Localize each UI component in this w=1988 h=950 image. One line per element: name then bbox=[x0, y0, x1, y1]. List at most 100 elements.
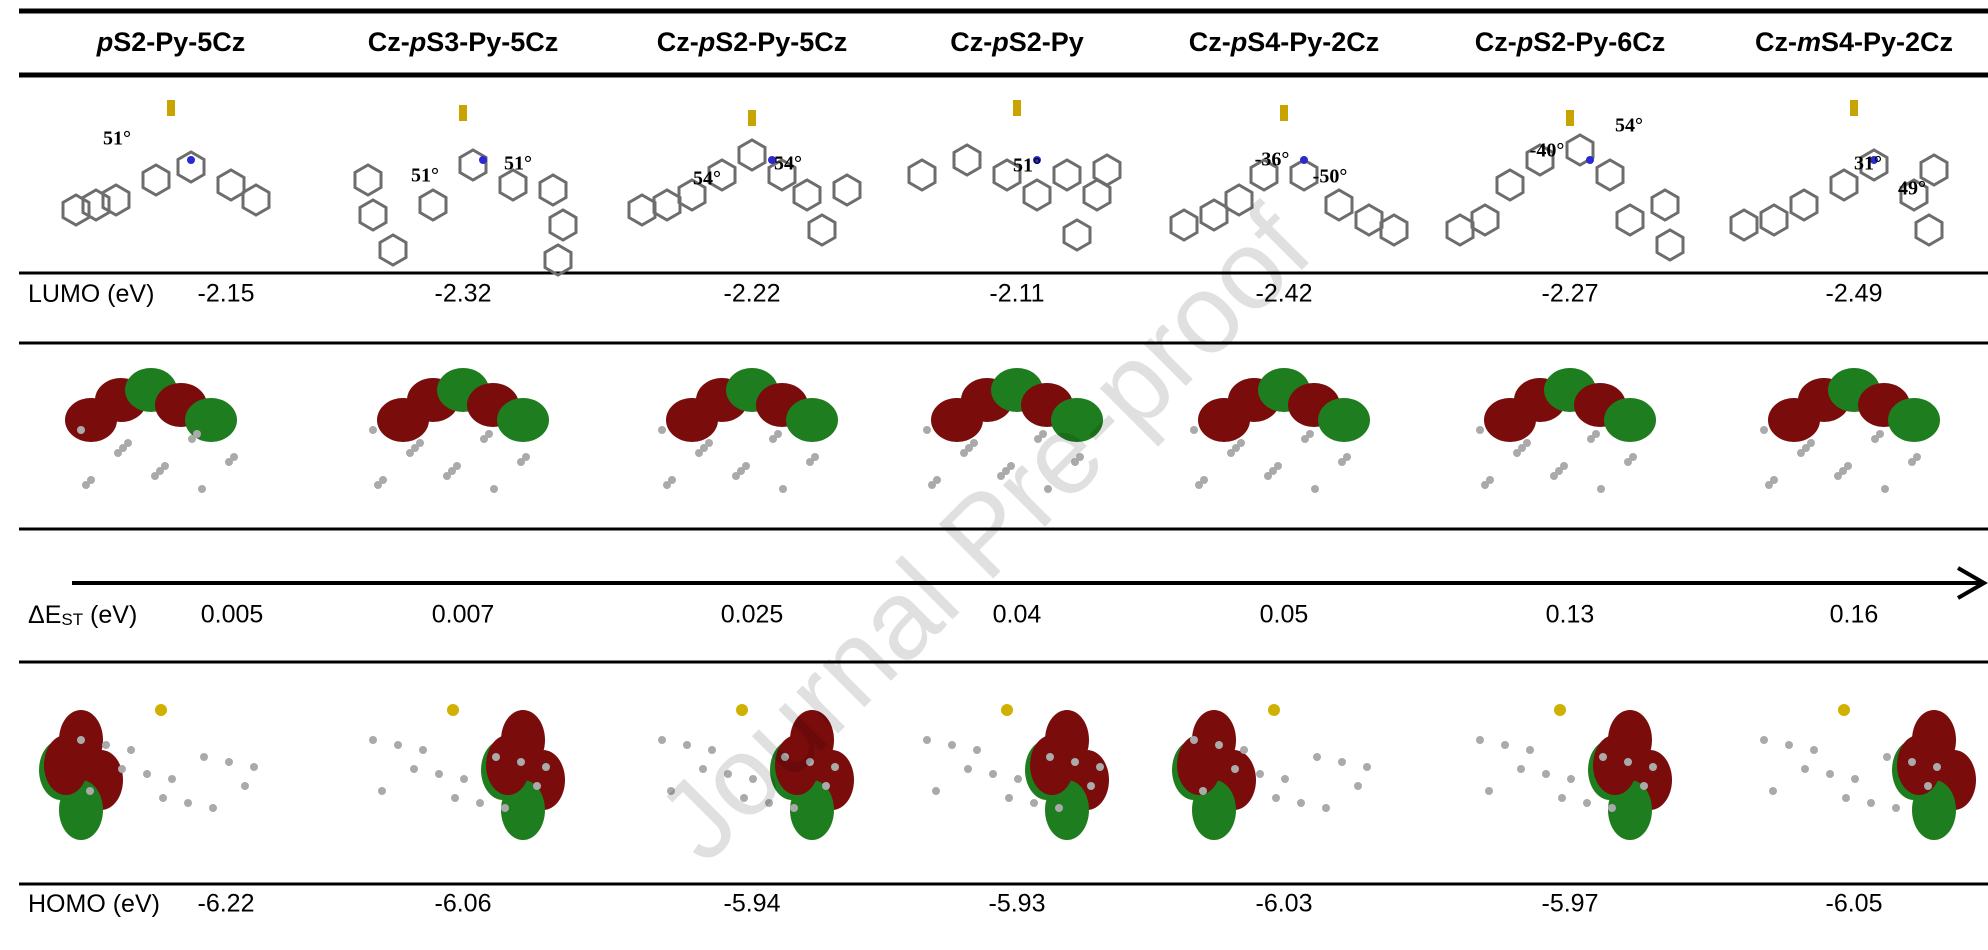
sulfonyl bbox=[167, 100, 175, 116]
molecule-ring bbox=[1054, 160, 1080, 190]
atom bbox=[1343, 453, 1351, 461]
atom bbox=[1071, 758, 1079, 766]
atom bbox=[394, 741, 402, 749]
row-value: 0.05 bbox=[1260, 601, 1309, 629]
dihedral-angle: 51° bbox=[1013, 155, 1041, 177]
atom bbox=[1810, 746, 1818, 754]
sulfur bbox=[1838, 704, 1850, 716]
nitrogen bbox=[187, 156, 195, 164]
atom bbox=[1624, 758, 1632, 766]
atom bbox=[1297, 799, 1305, 807]
dihedral-angle: 51° bbox=[411, 165, 439, 187]
atom bbox=[161, 462, 169, 470]
atom bbox=[1231, 765, 1239, 773]
molecule-ring bbox=[1497, 170, 1523, 200]
homo-orbital bbox=[369, 704, 565, 840]
molecule-ring bbox=[909, 160, 935, 190]
molecule-ring bbox=[420, 190, 446, 220]
molecule-ring bbox=[1356, 205, 1382, 235]
atom bbox=[1087, 782, 1095, 790]
atom bbox=[460, 775, 468, 783]
atom bbox=[492, 753, 500, 761]
molecule-structure bbox=[629, 110, 860, 245]
atom bbox=[198, 485, 206, 493]
atom bbox=[501, 804, 509, 812]
header-part: Cz- bbox=[1755, 27, 1797, 57]
atom bbox=[1199, 787, 1207, 795]
atom bbox=[209, 804, 217, 812]
column-header: Cz-mS4-Py-2Cz bbox=[1755, 27, 1953, 57]
dihedral-angle: 31° bbox=[1854, 153, 1882, 175]
homo-orbital bbox=[923, 704, 1109, 840]
atom bbox=[1485, 787, 1493, 795]
header-part: Cz- bbox=[657, 27, 699, 57]
atom bbox=[1583, 799, 1591, 807]
dihedral-angle: -50° bbox=[1313, 166, 1348, 188]
atom bbox=[1215, 741, 1223, 749]
dihedral-angle: 49° bbox=[1898, 178, 1926, 200]
atom bbox=[378, 787, 386, 795]
atom bbox=[933, 476, 941, 484]
atom bbox=[970, 439, 978, 447]
row-value: 0.16 bbox=[1830, 601, 1879, 629]
dihedral-angle: 54° bbox=[1615, 115, 1643, 137]
atom bbox=[1030, 799, 1038, 807]
molecule-ring bbox=[739, 140, 765, 170]
atom bbox=[1851, 775, 1859, 783]
atom bbox=[184, 799, 192, 807]
header-part: p bbox=[991, 27, 1009, 57]
molecule-ring bbox=[954, 145, 980, 175]
label-part: ΔE bbox=[28, 601, 61, 629]
dihedral-angle: 51° bbox=[103, 128, 131, 150]
atom bbox=[124, 439, 132, 447]
atom bbox=[1338, 758, 1346, 766]
atom bbox=[1924, 782, 1932, 790]
sulfonyl bbox=[1850, 100, 1858, 116]
molecule-ring bbox=[1617, 205, 1643, 235]
atom bbox=[1542, 770, 1550, 778]
page: Journal Pre-proof pS2-Py-5CzCz-pS3-Py-5C… bbox=[0, 0, 1988, 950]
atom bbox=[379, 476, 387, 484]
sulfur bbox=[155, 704, 167, 716]
molecule-ring bbox=[1381, 215, 1407, 245]
atom bbox=[1200, 476, 1208, 484]
header-part: S2-Py-5Cz bbox=[113, 27, 245, 57]
lumo-orbital bbox=[65, 368, 238, 493]
header-part: S2-Py-5Cz bbox=[715, 27, 847, 57]
orbital-lobe bbox=[65, 398, 117, 442]
atom bbox=[490, 485, 498, 493]
atom bbox=[1801, 765, 1809, 773]
orbital-lobe bbox=[1768, 398, 1820, 442]
atom bbox=[1567, 775, 1575, 783]
lumo-orbital bbox=[1760, 368, 1940, 493]
sulfur bbox=[1001, 704, 1013, 716]
atom bbox=[1256, 770, 1264, 778]
atom bbox=[77, 426, 85, 434]
atom bbox=[533, 782, 541, 790]
atom bbox=[1190, 736, 1198, 744]
atom bbox=[1649, 763, 1657, 771]
atom bbox=[1523, 439, 1531, 447]
column-header: Cz-pS4-Py-2Cz bbox=[1189, 27, 1380, 57]
molecule-structure bbox=[1731, 100, 1947, 245]
atom bbox=[143, 770, 151, 778]
row-value: -2.27 bbox=[1542, 280, 1599, 308]
atom bbox=[1892, 804, 1900, 812]
label-part: (eV) bbox=[83, 601, 137, 629]
row-value: -2.11 bbox=[989, 280, 1044, 308]
header-part: m bbox=[1797, 27, 1821, 57]
atom bbox=[1501, 741, 1509, 749]
orbital-lobe bbox=[44, 735, 88, 795]
orbital-lobe bbox=[1604, 398, 1656, 442]
atom bbox=[86, 787, 94, 795]
atom bbox=[1592, 430, 1600, 438]
atom bbox=[1517, 765, 1525, 773]
atom bbox=[168, 775, 176, 783]
atom bbox=[225, 758, 233, 766]
row-value: -2.32 bbox=[435, 280, 492, 308]
header-part: S4-Py-2Cz bbox=[1247, 27, 1379, 57]
atom bbox=[1055, 804, 1063, 812]
molecule-ring bbox=[63, 195, 89, 225]
sulfonyl bbox=[1013, 100, 1021, 116]
molecule-ring bbox=[1094, 155, 1120, 185]
